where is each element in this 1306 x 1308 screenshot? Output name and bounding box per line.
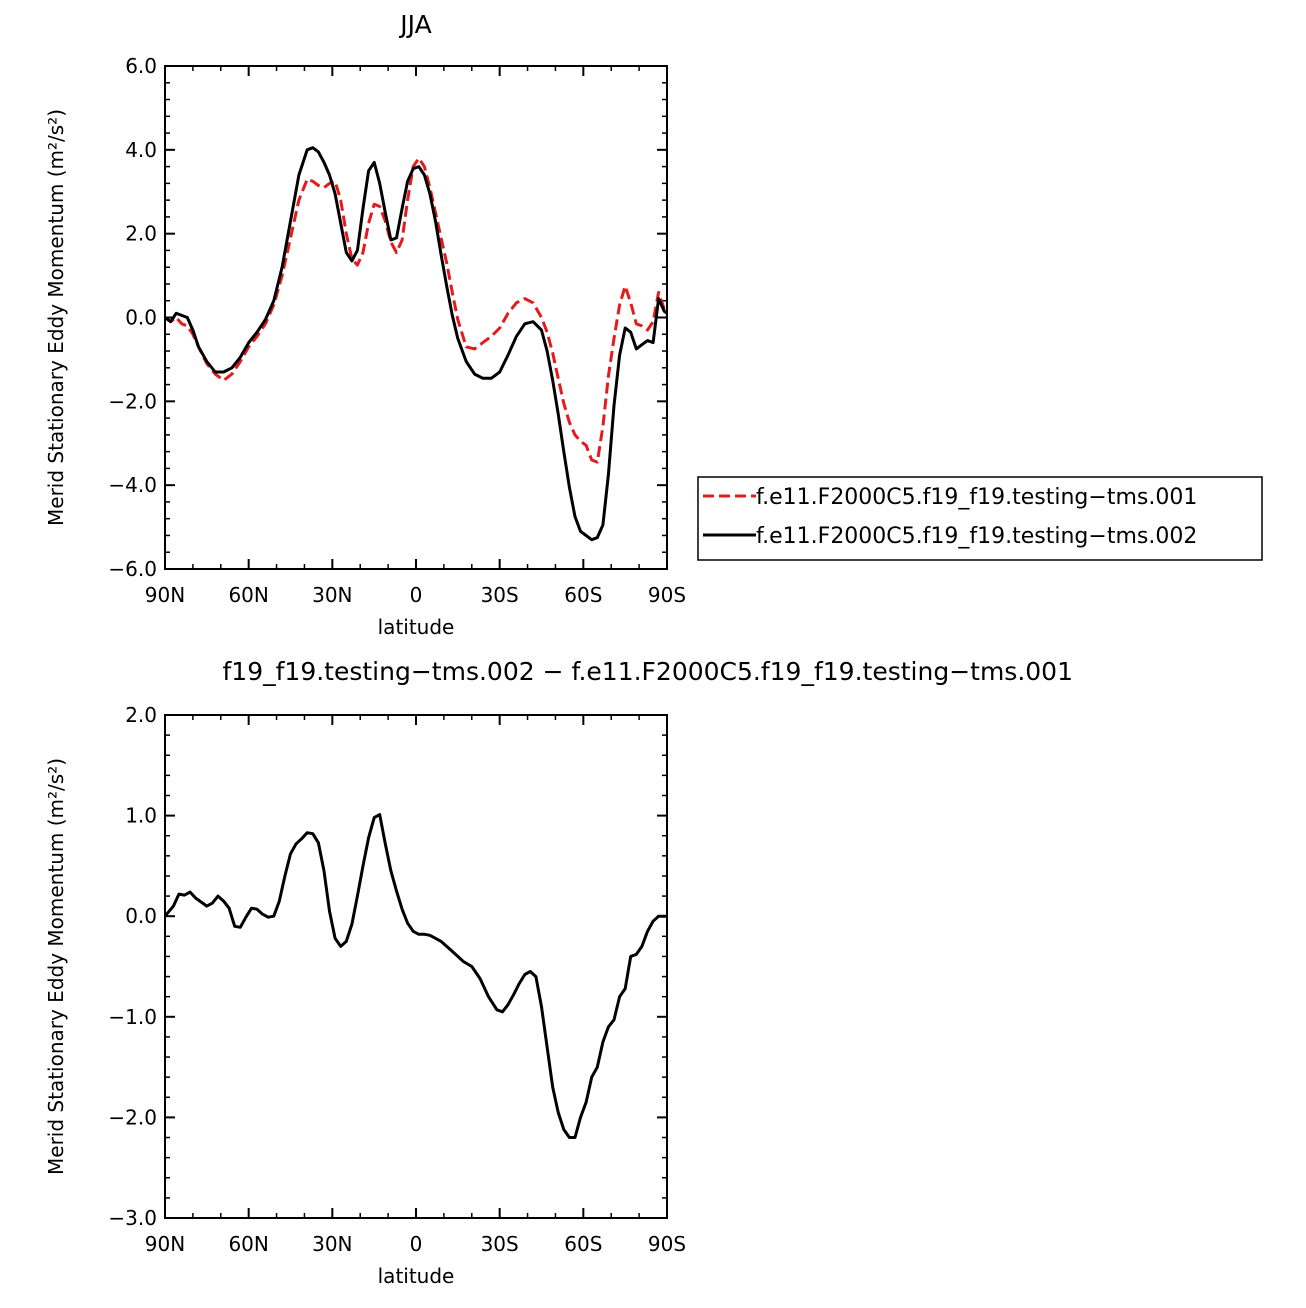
series-group — [165, 146, 667, 542]
y-tick-label: −2.0 — [108, 389, 157, 413]
series-group — [165, 813, 667, 1139]
x-tick-label: 0 — [410, 583, 423, 607]
y-tick-label: 2.0 — [125, 222, 157, 246]
x-tick-label: 60N — [228, 1232, 268, 1256]
y-tick-label: −3.0 — [108, 1206, 157, 1230]
y-tick-label: −4.0 — [108, 473, 157, 497]
y-tick-label: 2.0 — [125, 703, 157, 727]
x-tick-label: 60S — [564, 1232, 602, 1256]
plot-frame — [164, 714, 668, 1219]
series-line-1 — [165, 156, 667, 464]
panel-difference: f19_f19.testing−tms.002 − f.e11.F2000C5.… — [44, 657, 1073, 1288]
y-tick-label: −2.0 — [108, 1105, 157, 1129]
y-tick-label: −1.0 — [108, 1005, 157, 1029]
x-tick-label: 30S — [481, 583, 519, 607]
legend: f.e11.F2000C5.f19_f19.testing−tms.001 f.e… — [697, 476, 1263, 561]
series-line-1 — [165, 813, 667, 1139]
x-tick-label: 30S — [481, 1232, 519, 1256]
plot-frame — [164, 65, 668, 570]
x-tick-label: 90N — [145, 1232, 185, 1256]
legend-label-1: f.e11.F2000C5.f19_f19.testing−tms.001 — [756, 485, 1197, 510]
x-tick-label: 30N — [312, 1232, 352, 1256]
x-tick-label: 90S — [648, 1232, 686, 1256]
x-axis-label: latitude — [378, 615, 455, 639]
y-tick-label: 0.0 — [125, 306, 157, 330]
y-tick-label: −6.0 — [108, 557, 157, 581]
legend-box — [697, 476, 1263, 561]
x-tick-label: 60S — [564, 583, 602, 607]
y-tick-label: 1.0 — [125, 804, 157, 828]
x-axis-label: latitude — [378, 1264, 455, 1288]
y-axis-label: Merid Stationary Eddy Momentum (m²/s²) — [44, 109, 68, 526]
y-tick-label: 0.0 — [125, 904, 157, 928]
x-tick-label: 90N — [145, 583, 185, 607]
y-tick-label: 4.0 — [125, 138, 157, 162]
x-tick-label: 60N — [228, 583, 268, 607]
y-tick-label: 6.0 — [125, 54, 157, 78]
chart-title: f19_f19.testing−tms.002 − f.e11.F2000C5.… — [223, 657, 1074, 686]
x-tick-label: 30N — [312, 583, 352, 607]
panel-seasonal-mean: JJA 90N 60N 30N 0 30S 60S 90S 6.0 4.0 2.0 0.0 −2.0 −4… — [44, 10, 1263, 639]
legend-label-2: f.e11.F2000C5.f19_f19.testing−tms.002 — [756, 524, 1197, 549]
chart-title: JJA — [398, 10, 431, 39]
y-axis-label: Merid Stationary Eddy Momentum (m²/s²) — [44, 758, 68, 1175]
x-tick-label: 0 — [410, 1232, 423, 1256]
x-tick-label: 90S — [648, 583, 686, 607]
series-line-2 — [165, 146, 667, 542]
